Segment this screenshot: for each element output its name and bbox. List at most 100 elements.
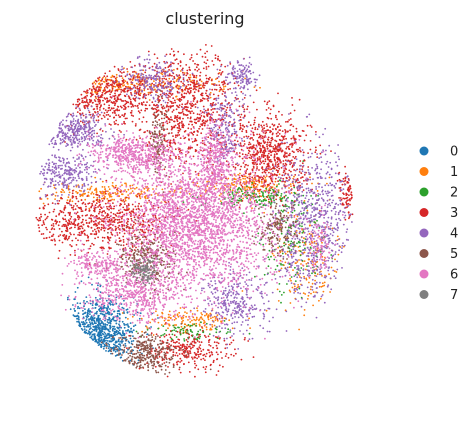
- data-point: [99, 190, 101, 193]
- data-point: [121, 342, 123, 344]
- data-point: [79, 302, 82, 305]
- data-point: [269, 203, 272, 206]
- data-point: [196, 144, 199, 146]
- data-point: [211, 60, 214, 62]
- data-point: [298, 98, 301, 101]
- data-point: [176, 87, 179, 90]
- data-point: [295, 127, 298, 130]
- data-point: [189, 321, 192, 323]
- data-point: [121, 193, 124, 196]
- data-point: [290, 137, 293, 140]
- data-point: [170, 48, 173, 50]
- data-point: [141, 121, 144, 123]
- data-point: [106, 207, 109, 210]
- data-point: [101, 325, 104, 328]
- data-point: [189, 112, 192, 115]
- data-point: [238, 176, 241, 179]
- data-point: [149, 321, 152, 324]
- data-point: [221, 93, 224, 95]
- data-point: [190, 81, 193, 83]
- data-point: [243, 125, 246, 128]
- data-point: [132, 76, 135, 78]
- data-point: [189, 117, 192, 120]
- data-point: [283, 244, 286, 247]
- data-point: [95, 97, 98, 100]
- data-point: [189, 120, 192, 123]
- data-point: [274, 150, 277, 153]
- data-point: [80, 225, 83, 228]
- data-point: [112, 85, 115, 88]
- data-point: [292, 156, 295, 158]
- data-point: [181, 103, 184, 106]
- data-point: [111, 221, 113, 223]
- data-point: [239, 181, 242, 184]
- data-point: [289, 242, 292, 245]
- data-point: [196, 100, 199, 102]
- data-point: [146, 107, 149, 110]
- data-point: [296, 168, 298, 171]
- data-point: [279, 259, 282, 262]
- data-point: [144, 195, 147, 198]
- data-point: [230, 341, 233, 344]
- data-point: [169, 317, 172, 320]
- data-point: [120, 100, 123, 102]
- data-point: [253, 191, 255, 194]
- data-point: [123, 299, 125, 302]
- data-point: [93, 87, 95, 90]
- data-point: [110, 301, 113, 303]
- data-point: [71, 192, 74, 195]
- data-point: [299, 254, 302, 257]
- data-point: [314, 279, 316, 282]
- data-point: [301, 231, 304, 234]
- data-point: [115, 119, 118, 122]
- data-point: [76, 302, 79, 304]
- data-point: [66, 199, 69, 202]
- data-point: [263, 211, 265, 214]
- data-point: [94, 204, 97, 207]
- data-point: [165, 334, 168, 337]
- data-point: [294, 174, 297, 176]
- data-point: [83, 96, 86, 99]
- data-point: [94, 296, 97, 299]
- data-point: [135, 330, 138, 333]
- data-point: [261, 135, 264, 138]
- data-point: [90, 89, 93, 92]
- data-point: [91, 242, 93, 245]
- data-point: [303, 173, 306, 176]
- data-point: [182, 331, 185, 334]
- data-point: [239, 142, 242, 145]
- data-point: [185, 85, 188, 88]
- data-point: [91, 202, 93, 205]
- data-point: [113, 310, 116, 313]
- data-point: [121, 334, 124, 337]
- data-point: [125, 329, 127, 332]
- data-point: [78, 318, 80, 321]
- data-point: [321, 256, 324, 258]
- data-point: [104, 337, 107, 340]
- data-point: [101, 94, 104, 96]
- data-point: [163, 60, 166, 63]
- data-point: [87, 315, 90, 318]
- data-point: [242, 124, 244, 127]
- data-point: [310, 292, 312, 295]
- data-point: [268, 144, 271, 147]
- data-point: [264, 150, 267, 153]
- data-point: [134, 64, 136, 67]
- data-point: [115, 345, 117, 347]
- data-point: [242, 192, 244, 195]
- data-point: [113, 104, 116, 107]
- data-point: [120, 217, 123, 220]
- data-point: [290, 170, 292, 173]
- data-point: [147, 50, 150, 53]
- data-point: [194, 362, 196, 365]
- data-point: [77, 320, 80, 323]
- data-point: [282, 171, 285, 174]
- data-point: [137, 205, 140, 208]
- data-point: [58, 212, 61, 215]
- data-point: [209, 91, 212, 94]
- data-point: [193, 344, 196, 347]
- data-point: [100, 228, 103, 231]
- data-point: [131, 225, 134, 228]
- data-point: [260, 190, 263, 193]
- data-point: [264, 199, 266, 202]
